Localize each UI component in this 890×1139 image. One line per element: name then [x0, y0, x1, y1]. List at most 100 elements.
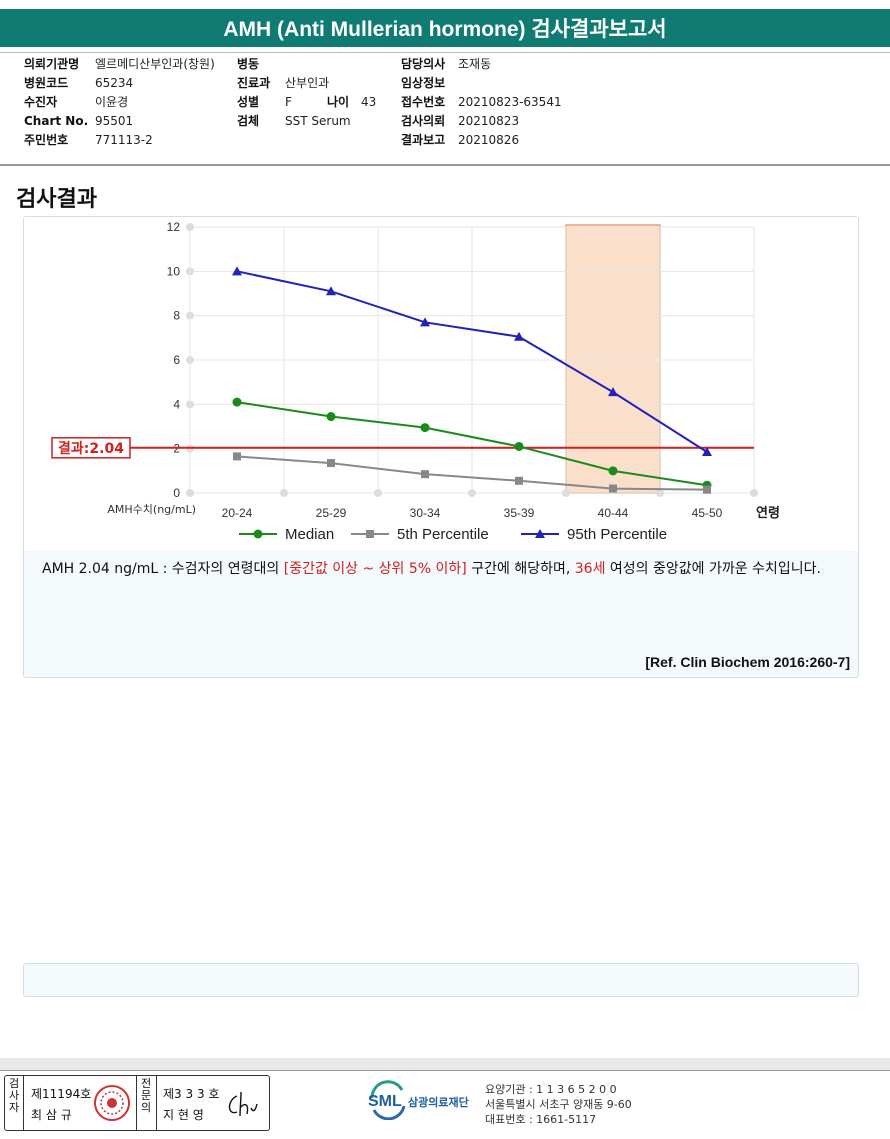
info-value: 산부인과 — [285, 76, 330, 90]
data-point-1 — [327, 459, 335, 468]
info-label: 진료과 — [237, 76, 271, 90]
series-line-1 — [236, 455, 708, 491]
series-line-0 — [236, 401, 708, 487]
y-tick-label: 8 — [173, 309, 180, 323]
amh-chart: 02468101220-2425-2930-3435-3940-4445-50연… — [51, 220, 780, 543]
report-title: AMH (Anti Mullerian hormone) 검사결과보고서 — [0, 9, 890, 47]
logo-text: SML — [368, 1093, 402, 1110]
specialist-role-label: 전문의 — [140, 1077, 152, 1114]
notes-panel — [23, 963, 859, 997]
info-label: Chart No. — [24, 114, 89, 128]
info-value: 엘르메디산부인과(창원) — [95, 57, 215, 71]
y-tick-label: 4 — [173, 397, 180, 411]
data-point-2 — [702, 446, 712, 456]
info-label: 검체 — [237, 114, 260, 128]
info-value: 771113-2 — [95, 133, 153, 147]
x-tick-label: 30-34 — [410, 506, 441, 520]
footer-band — [0, 1058, 890, 1071]
x-tick-label: 20-24 — [222, 506, 253, 520]
organization-details: 요양기관 : 1 1 3 6 5 2 0 0 서울특별시 서초구 양재동 9-6… — [485, 1082, 632, 1127]
y-tick-label: 10 — [167, 264, 181, 278]
data-point-1 — [421, 470, 429, 479]
info-label: 임상정보 — [401, 76, 446, 90]
header-divider — [0, 52, 890, 53]
org-code: 요양기관 : 1 1 3 6 5 2 0 0 — [485, 1083, 617, 1096]
x-tick-dot — [374, 489, 382, 497]
signature-box: 검사자 제11194호 최 삼 규 전문의 제3 3 3 호 지 현 영 — [4, 1075, 270, 1131]
age-label: 나이 — [327, 95, 350, 109]
x-tick-label: 45-50 — [692, 506, 723, 520]
data-point-0 — [608, 466, 618, 476]
result-panel: 02468101220-2425-2930-3435-3940-4445-50연… — [23, 216, 859, 678]
info-value: 95501 — [95, 114, 134, 128]
info-value: 20210826 — [458, 133, 520, 147]
data-point-2 — [608, 387, 618, 397]
info-divider — [0, 164, 890, 166]
info-label: 결과보고 — [401, 133, 446, 147]
info-label: 성별 — [237, 95, 260, 109]
legend-marker — [366, 530, 374, 538]
result-label: 결과:2.04 — [58, 440, 124, 457]
x-tick-dot — [750, 489, 758, 497]
signer-cert-number: 제11194호 — [31, 1087, 92, 1101]
signer-seal-icon — [94, 1085, 130, 1121]
y-tick-label: 12 — [167, 220, 181, 234]
specialist-cert-number: 제3 3 3 호 — [163, 1087, 220, 1101]
comment-range: [중간값 이상 ~ 상위 5% 이하] — [283, 561, 467, 577]
data-point-1 — [609, 484, 617, 493]
info-value: 65234 — [95, 76, 134, 90]
comment-prefix: AMH 2.04 ng/mL : 수검자의 연령대의 — [42, 561, 284, 577]
info-label: 주민번호 — [24, 133, 69, 147]
data-point-2 — [326, 286, 336, 296]
x-tick-label: 25-29 — [316, 506, 347, 520]
data-point-0 — [420, 423, 430, 433]
legend-marker — [253, 529, 263, 539]
info-label: 병원코드 — [24, 76, 69, 90]
series-line-2 — [236, 270, 708, 453]
info-label: 수진자 — [24, 95, 58, 109]
signature-divider — [136, 1076, 137, 1130]
signer-role-label: 검사자 — [8, 1077, 20, 1114]
data-point-1 — [703, 485, 711, 494]
chart-area: 02468101220-2425-2930-3435-3940-4445-50연… — [24, 217, 858, 551]
info-value: 조재동 — [458, 57, 492, 71]
y-axis-label: AMH수치(ng/mL) — [107, 503, 196, 516]
info-label: 접수번호 — [401, 95, 446, 109]
handwritten-signature — [228, 1091, 258, 1117]
result-label-box — [51, 437, 131, 459]
legend-label: 5th Percentile — [397, 526, 489, 543]
info-label: 의뢰기관명 — [24, 57, 80, 71]
reference-citation: [Ref. Clin Biochem 2016:260-7] — [645, 654, 850, 670]
data-point-1 — [233, 452, 241, 461]
legend-label: 95th Percentile — [567, 526, 667, 543]
result-comment: AMH 2.04 ng/mL : 수검자의 연령대의 [중간값 이상 ~ 상위 … — [42, 558, 862, 580]
y-tick-label: 0 — [173, 486, 180, 500]
legend-marker — [535, 529, 545, 538]
info-label: 병동 — [237, 57, 260, 71]
info-label: 검사의뢰 — [401, 114, 446, 128]
data-point-2 — [514, 331, 524, 341]
info-value: F — [285, 95, 292, 109]
x-tick-dot — [468, 489, 476, 497]
signer-name: 최 삼 규 — [31, 1108, 72, 1122]
info-value: 이윤경 — [95, 95, 129, 109]
highlight-band — [565, 224, 661, 494]
x-tick-dot — [280, 489, 288, 497]
signature-divider — [156, 1076, 157, 1130]
specialist-name: 지 현 영 — [163, 1108, 204, 1122]
comment-age: 36세 — [574, 561, 606, 577]
info-column-department: 병동 진료과 산부인과 성별 F 나이 43 검체 SST Serum — [237, 55, 376, 131]
x-tick-dot — [186, 489, 194, 497]
info-column-report: 담당의사 조재동 임상정보 접수번호 20210823-63541 검사의뢰 2021… — [401, 55, 562, 150]
sml-logo-icon: SML 삼광의료재단 — [368, 1080, 469, 1120]
signature-divider — [23, 1076, 24, 1130]
info-value: 20210823-63541 — [458, 95, 562, 109]
data-point-0 — [232, 397, 242, 407]
x-tick-dot — [562, 489, 570, 497]
data-point-0 — [514, 441, 524, 451]
data-point-0 — [326, 412, 336, 422]
data-point-2 — [420, 317, 430, 327]
data-point-1 — [515, 476, 523, 485]
legend-label: Median — [285, 526, 334, 543]
comment-suffix: 여성의 중앙값에 가까운 수치입니다. — [605, 561, 821, 577]
